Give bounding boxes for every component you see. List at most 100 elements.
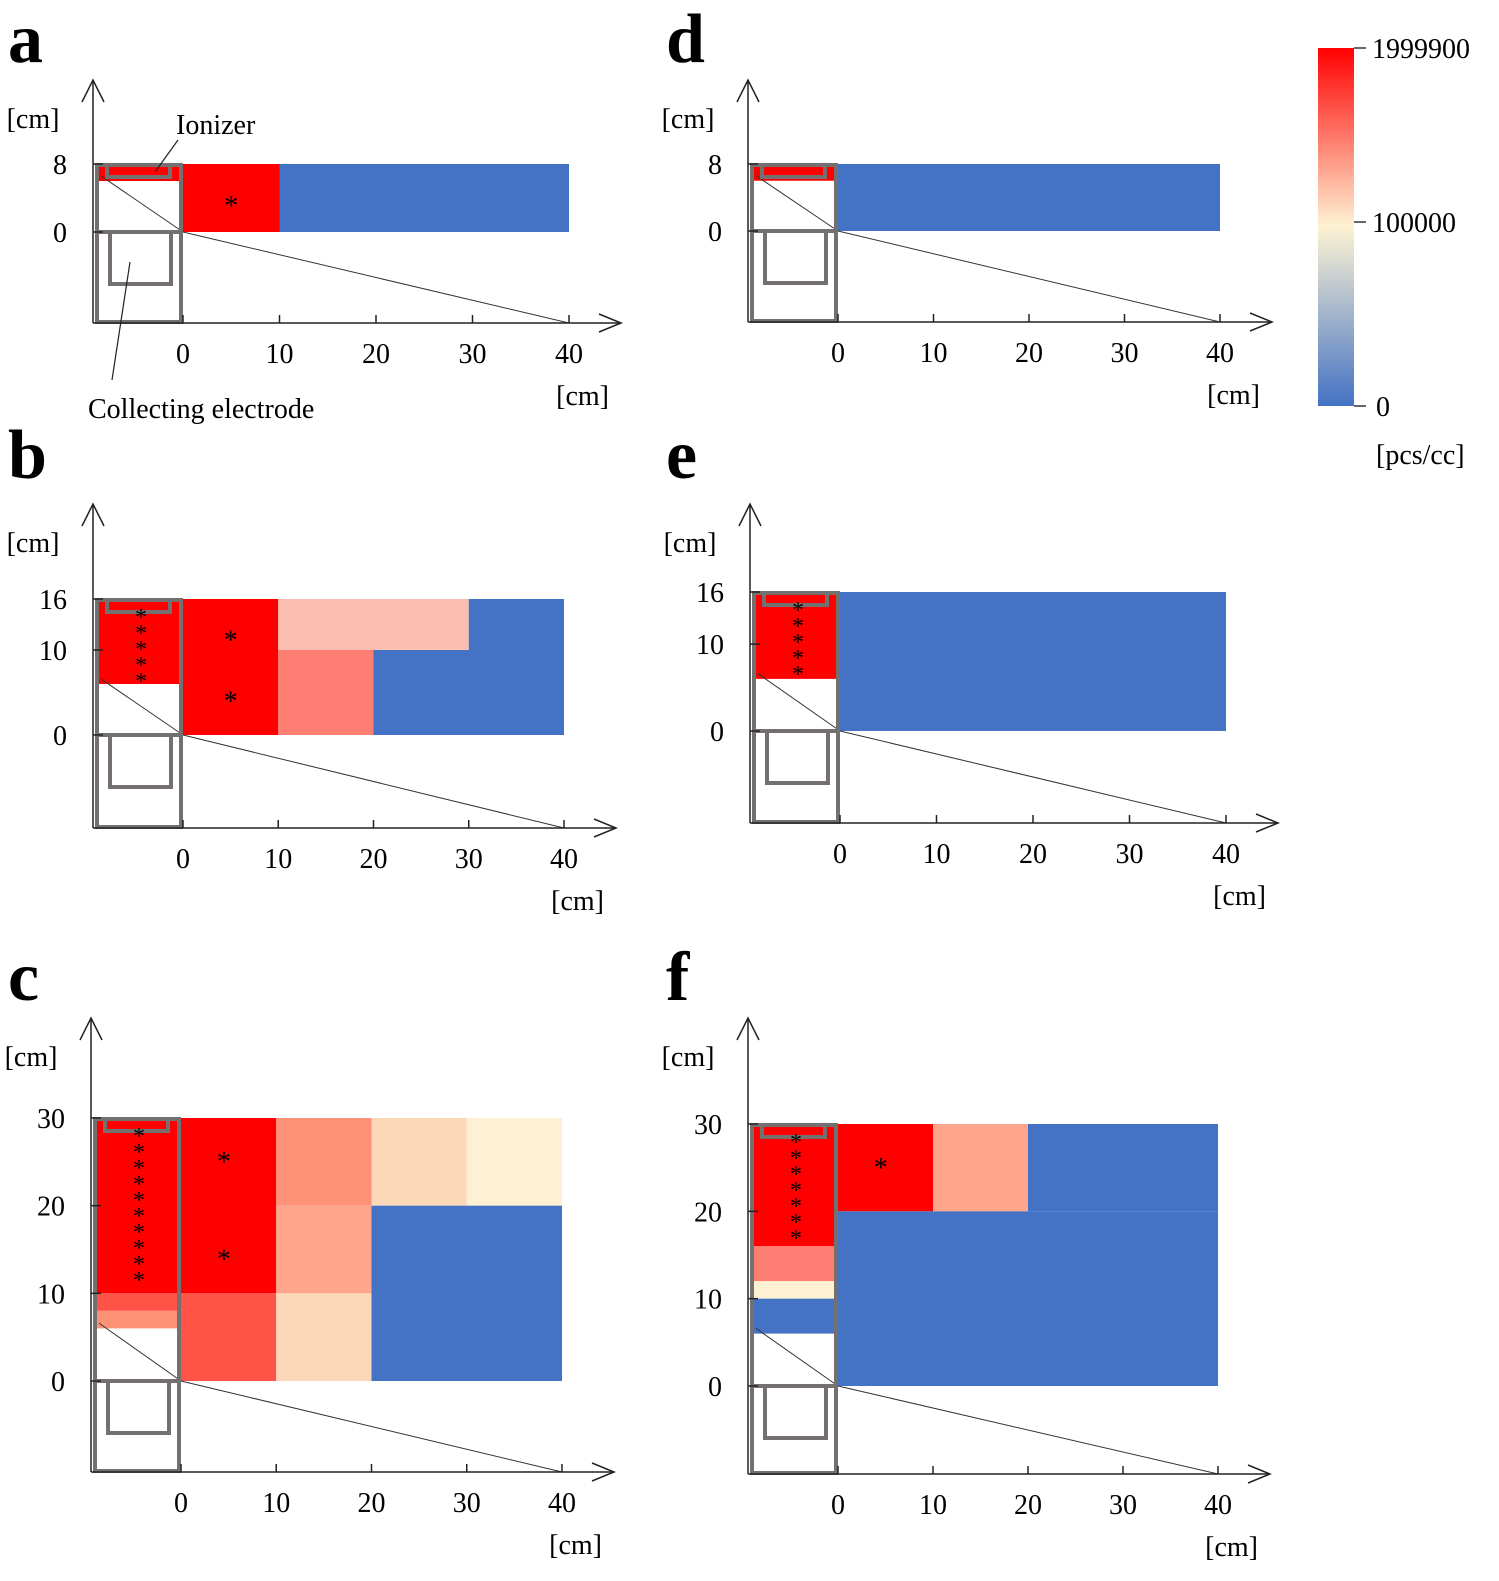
y-axis-label: [cm] (7, 104, 60, 135)
device-star: * (792, 662, 804, 688)
y-axis-arrow (81, 502, 105, 527)
y-tick-label: 10 (37, 1279, 65, 1310)
colorbar-min-label: 0 (1376, 392, 1390, 423)
device-star: * (133, 1220, 145, 1246)
device-cell (754, 1281, 836, 1299)
significance-star: * (224, 686, 238, 717)
colorbar-unit-label: [pcs/cc] (1376, 440, 1465, 471)
y-axis-arrow (79, 1016, 103, 1041)
device-star: * (790, 1130, 802, 1156)
device-star: * (792, 614, 804, 640)
colorbar-mid-label: 100000 (1372, 208, 1456, 239)
y-axis-arrow (81, 78, 105, 103)
collecting-electrode (763, 1386, 828, 1440)
heatmap-cell (276, 1293, 372, 1381)
device-star: * (790, 1162, 802, 1188)
x-tick-label: 30 (1109, 1490, 1137, 1521)
x-tick-label: 0 (831, 1490, 845, 1521)
significance-star: * (874, 1153, 888, 1184)
guide-line (755, 1327, 839, 1387)
x-tick-label: 0 (831, 338, 845, 369)
x-axis-label: [cm] (1213, 881, 1266, 912)
device-star: * (790, 1210, 802, 1236)
device-star: * (135, 653, 147, 679)
device-cell (97, 1293, 179, 1311)
device-star: * (790, 1146, 802, 1172)
ionizer-label: Ionizer (176, 110, 256, 141)
device-star: * (133, 1204, 145, 1230)
y-tick-label: 8 (53, 150, 67, 181)
y-tick-label: 10 (696, 630, 724, 661)
device-star: * (133, 1156, 145, 1182)
colorbar-max-label: 1999900 (1372, 34, 1470, 65)
y-tick-label: 0 (710, 717, 724, 748)
x-axis-arrow (1255, 813, 1280, 833)
x-axis-arrow (591, 1462, 616, 1482)
device-star: * (133, 1268, 145, 1294)
heatmap-cell (373, 650, 564, 735)
panel-label-f: f (666, 939, 690, 1016)
ionizer (760, 167, 827, 179)
ionizer-leader (154, 139, 179, 173)
panel-label-d: d (666, 1, 705, 78)
annotations: Ionizer Collecting electrode (88, 110, 314, 425)
heatmap-cell (183, 599, 279, 735)
guide-line (755, 175, 839, 232)
x-tick-label: 0 (176, 339, 190, 370)
heatmap-cell (933, 1124, 1028, 1212)
x-tick-label: 10 (919, 1490, 947, 1521)
device-star: * (133, 1140, 145, 1166)
device-outline (95, 163, 183, 324)
y-tick-label: 30 (37, 1104, 65, 1135)
y-axis-label: [cm] (662, 104, 715, 135)
x-tick-label: 0 (176, 844, 190, 875)
heatmap-cell (371, 1118, 467, 1206)
heatmap-cell (276, 1118, 372, 1206)
heatmap-cell (181, 1118, 277, 1294)
y-tick-label: 0 (708, 217, 722, 248)
guide-line (839, 730, 1227, 824)
y-tick-label: 0 (53, 218, 67, 249)
guide-line (837, 230, 1221, 323)
y-tick-label: 8 (708, 150, 722, 181)
device-cell (97, 1118, 179, 1294)
x-tick-label: 30 (455, 844, 483, 875)
collecting-electrode (765, 731, 830, 785)
heatmap-cell (466, 1118, 562, 1206)
x-tick-label: 40 (1212, 839, 1240, 870)
panel-label-e: e (666, 417, 697, 494)
panels: a*0 10 20 30 40[cm]08[cm]b*******0 10 20 30 40[c… (5, 1, 1280, 1563)
y-axis-arrow (736, 1016, 760, 1041)
ionizer (762, 595, 829, 607)
panel-label-c: c (8, 939, 39, 1016)
y-tick-label: 16 (39, 585, 67, 616)
x-tick-label: 0 (833, 839, 847, 870)
heatmap-cell (278, 599, 374, 650)
device-cell (754, 1246, 836, 1282)
device-star: * (133, 1124, 145, 1150)
y-tick-label: 0 (708, 1372, 722, 1403)
device-star: * (135, 669, 147, 695)
x-tick-label: 10 (266, 339, 294, 370)
collecting-electrode (106, 1381, 171, 1435)
device-outline (752, 591, 840, 824)
panel-d: d 0 10 20 30 40 [cm] 0 8 [cm] (662, 1, 1274, 411)
x-tick-label: 30 (459, 339, 487, 370)
x-tick-label: 10 (262, 1488, 290, 1519)
x-axis-arrow (1249, 312, 1274, 332)
heatmap-cell (838, 164, 1220, 231)
x-axis-label: [cm] (549, 1530, 602, 1561)
panel-a: a * 0 10 20 30 40 [cm] 0 8 [cm] (7, 1, 623, 412)
device-star: * (790, 1226, 802, 1252)
y-tick-label: 20 (694, 1197, 722, 1228)
device-star: * (133, 1188, 145, 1214)
device-star: * (135, 605, 147, 631)
device-star: * (133, 1252, 145, 1278)
device-outline (95, 598, 183, 829)
x-tick-label: 10 (920, 338, 948, 369)
device-outline (93, 1117, 181, 1473)
